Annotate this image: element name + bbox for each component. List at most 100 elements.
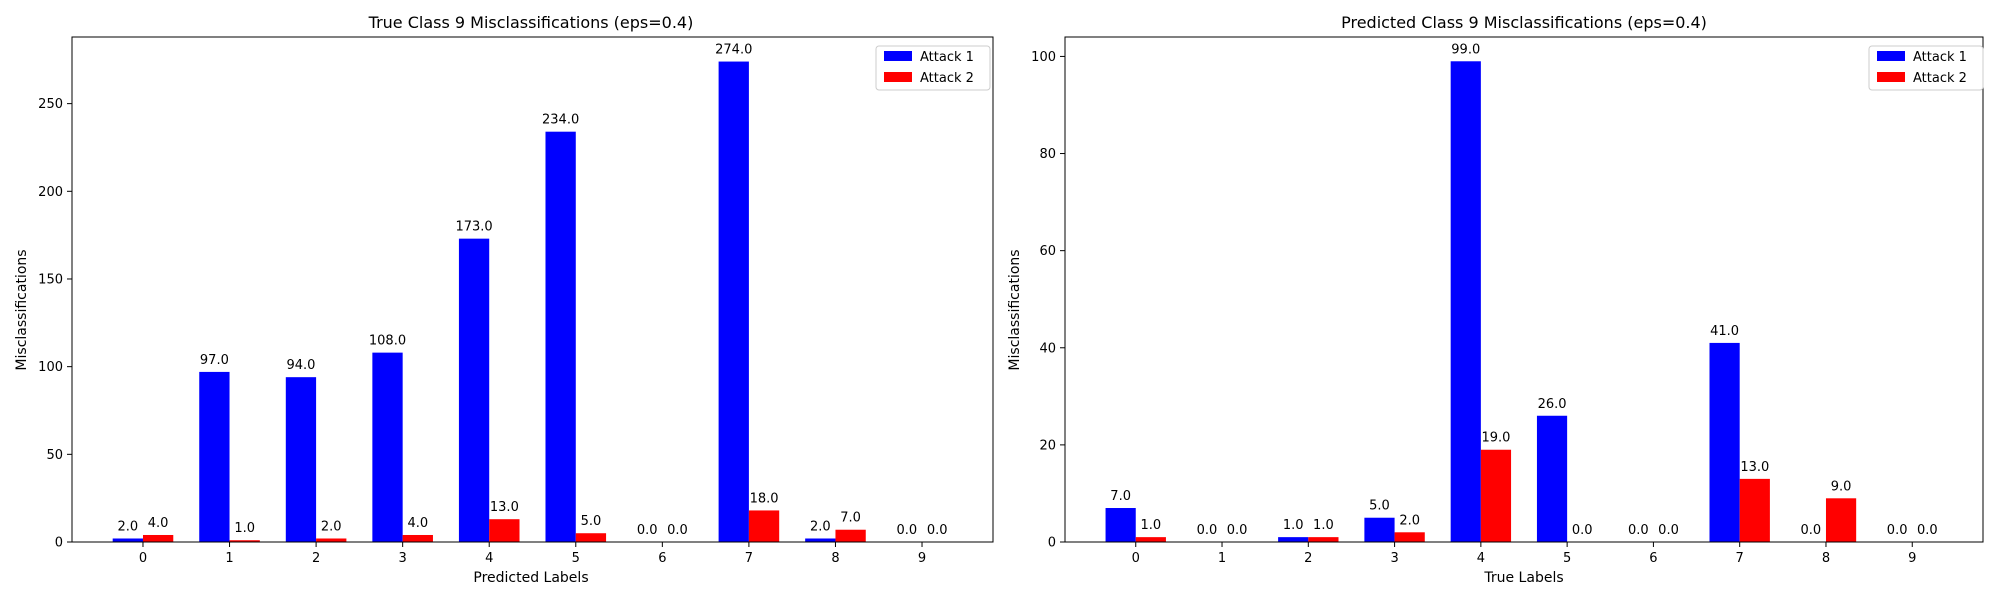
data-label-attack-2-0: 1.0 — [1141, 518, 1162, 533]
data-label-attack-1-0: 7.0 — [1110, 489, 1131, 504]
chart-title: True Class 9 Misclassifications (eps=0.4… — [368, 13, 694, 32]
data-label-attack-1-3: 5.0 — [1369, 499, 1390, 514]
data-label-attack-1-2: 1.0 — [1283, 518, 1304, 533]
x-tick-label-6: 6 — [1649, 551, 1657, 566]
data-label-attack-1-2: 94.0 — [286, 358, 315, 373]
bar-attack-1-4 — [458, 238, 490, 543]
data-label-attack-1-8: 2.0 — [810, 519, 831, 534]
bar-attack-1-3 — [372, 352, 403, 542]
bar-attack-2-0 — [1135, 537, 1166, 542]
x-tick-label-7: 7 — [1736, 551, 1744, 566]
data-label-attack-2-9: 0.0 — [1917, 523, 1938, 538]
data-label-attack-1-7: 274.0 — [715, 43, 752, 58]
x-tick-label-5: 5 — [1563, 551, 1571, 566]
bar-attack-2-4 — [489, 519, 520, 542]
legend-swatch-attack-1 — [884, 51, 912, 61]
y-tick-label-200: 200 — [38, 185, 63, 200]
x-tick-label-9: 9 — [918, 551, 926, 566]
legend-label-attack-2: Attack 2 — [920, 71, 974, 86]
data-label-attack-1-1: 0.0 — [1197, 523, 1218, 538]
data-label-attack-1-5: 234.0 — [542, 113, 579, 128]
x-tick-label-4: 4 — [1477, 551, 1485, 566]
data-label-attack-2-4: 19.0 — [1481, 431, 1510, 446]
data-label-attack-2-5: 0.0 — [1572, 523, 1593, 538]
x-tick-label-1: 1 — [225, 551, 233, 566]
data-label-attack-2-1: 0.0 — [1227, 523, 1248, 538]
data-label-attack-2-2: 1.0 — [1313, 518, 1334, 533]
data-label-attack-1-0: 2.0 — [117, 519, 138, 534]
bar-attack-1-8 — [805, 538, 836, 542]
legend: Attack 1 Attack 2 — [1868, 45, 1984, 91]
bar-attack-1-7 — [1709, 342, 1740, 542]
bar-attack-1-2 — [285, 377, 317, 542]
data-label-attack-2-9: 0.0 — [927, 523, 948, 538]
legend-swatch-attack-2 — [1877, 72, 1905, 82]
legend-swatch-attack-1 — [1877, 51, 1905, 61]
bar-attack-1-3 — [1364, 517, 1395, 542]
y-axis-label: Misclassifications — [14, 249, 30, 370]
data-label-attack-2-5: 5.0 — [581, 514, 602, 529]
y-tick-label-50: 50 — [46, 448, 63, 463]
x-tick-label-2: 2 — [312, 551, 320, 566]
y-tick-label-80: 80 — [1039, 147, 1056, 162]
x-tick-label-0: 0 — [139, 551, 147, 566]
bar-attack-1-1 — [199, 371, 230, 542]
bar-attack-2-0 — [142, 534, 174, 542]
data-label-attack-2-3: 4.0 — [407, 516, 428, 531]
data-label-attack-2-6: 0.0 — [1658, 523, 1679, 538]
bar-attack-1-5 — [1536, 415, 1568, 542]
y-tick-label-20: 20 — [1039, 438, 1056, 453]
bar-attack-2-3 — [402, 534, 433, 542]
chart-predicted-class-9: Predicted Class 9 Misclassifications (ep… — [1007, 13, 1984, 586]
bar-attack-2-4 — [1480, 449, 1512, 542]
x-tick-label-1: 1 — [1218, 551, 1226, 566]
bar-attack-1-2 — [1278, 537, 1309, 542]
data-label-attack-2-8: 9.0 — [1831, 479, 1852, 494]
x-tick-label-4: 4 — [485, 551, 493, 566]
x-tick-label-5: 5 — [572, 551, 580, 566]
legend-label-attack-2: Attack 2 — [1913, 71, 1967, 86]
bar-attack-1-7 — [718, 61, 749, 542]
bar-attack-1-5 — [545, 131, 576, 542]
bar-attack-2-1 — [229, 540, 260, 542]
x-tick-label-6: 6 — [658, 551, 666, 566]
legend-label-attack-1: Attack 1 — [1913, 50, 1967, 65]
data-label-attack-1-8: 0.0 — [1801, 523, 1822, 538]
legend-label-attack-1: Attack 1 — [920, 50, 974, 65]
x-axis-label: Predicted Labels — [473, 570, 588, 586]
y-tick-label-250: 250 — [38, 97, 63, 112]
data-label-attack-2-7: 18.0 — [750, 491, 779, 506]
axes-frame — [71, 36, 994, 543]
data-label-attack-1-4: 99.0 — [1451, 42, 1480, 57]
legend-swatch-attack-2 — [884, 72, 912, 82]
data-label-attack-2-0: 4.0 — [148, 516, 169, 531]
x-tick-label-8: 8 — [1822, 551, 1830, 566]
chart-title: Predicted Class 9 Misclassifications (ep… — [1341, 13, 1707, 32]
plot-area: 7.00.0 1.05.099.026.00.041.00.0 0.01.0 0.0 1… — [1031, 36, 1984, 566]
data-label-attack-1-6: 0.0 — [1628, 523, 1649, 538]
bar-attack-1-0 — [112, 538, 143, 542]
y-tick-label-0: 0 — [55, 536, 63, 551]
y-tick-label-60: 60 — [1039, 244, 1056, 259]
x-tick-label-3: 3 — [399, 551, 407, 566]
bar-attack-2-5 — [575, 533, 607, 542]
data-label-attack-2-6: 0.0 — [667, 523, 688, 538]
x-tick-label-0: 0 — [1132, 551, 1140, 566]
bar-attack-2-2 — [316, 538, 347, 542]
data-label-attack-2-8: 7.0 — [840, 511, 861, 526]
y-tick-label-0: 0 — [1048, 536, 1056, 551]
bar-attack-2-7 — [1739, 478, 1770, 542]
chart-true-class-9: True Class 9 Misclassifications (eps=0.4… — [14, 13, 994, 586]
y-tick-label-150: 150 — [38, 272, 63, 287]
bar-attack-1-0 — [1105, 508, 1136, 542]
x-tick-label-7: 7 — [745, 551, 753, 566]
bar-attack-2-8 — [835, 529, 866, 542]
axes-frame — [1064, 36, 1984, 543]
data-label-attack-1-1: 97.0 — [200, 353, 229, 368]
x-tick-label-8: 8 — [831, 551, 839, 566]
data-label-attack-1-4: 173.0 — [455, 220, 492, 235]
x-tick-label-2: 2 — [1304, 551, 1312, 566]
data-label-attack-1-6: 0.0 — [637, 523, 658, 538]
data-label-attack-1-7: 41.0 — [1710, 324, 1739, 339]
